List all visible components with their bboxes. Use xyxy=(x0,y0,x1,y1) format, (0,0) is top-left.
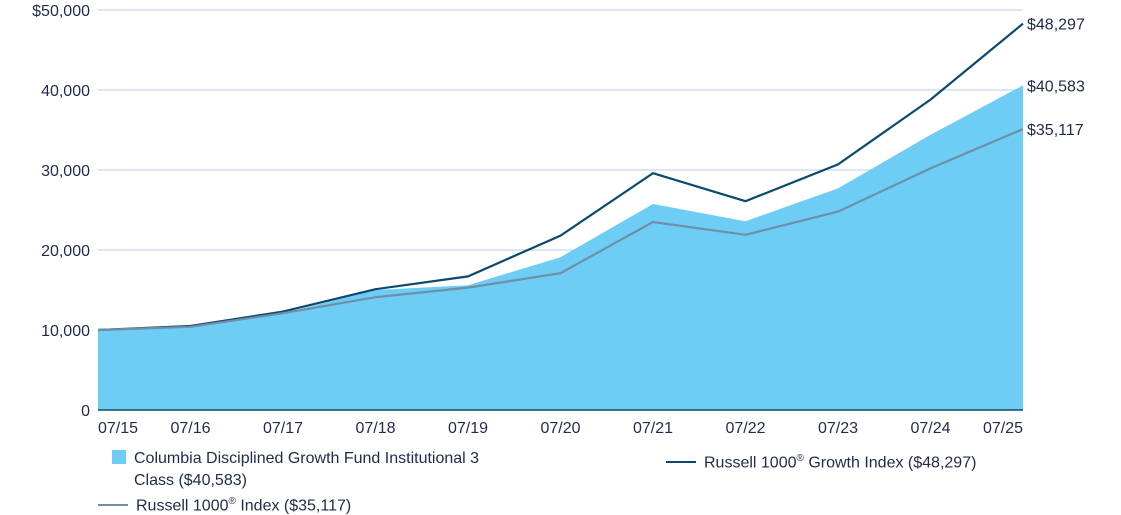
y-tick-label: 10,000 xyxy=(41,323,90,340)
x-tick-label: 07/18 xyxy=(355,420,395,437)
legend-label-index: Russell 1000 xyxy=(136,497,229,515)
registered-mark: ® xyxy=(228,496,236,507)
x-tick-label: 07/16 xyxy=(170,420,210,437)
y-tick-label: $50,000 xyxy=(32,3,90,20)
legend-label-growth-2: Growth Index ($48,297) xyxy=(803,454,977,472)
x-tick-label: 07/25 xyxy=(983,420,1023,437)
y-tick-label: 0 xyxy=(81,403,90,420)
legend-item-growth: Russell 1000® Growth Index ($48,297) xyxy=(666,448,976,474)
end-value-label: $40,583 xyxy=(1027,78,1085,95)
x-tick-label: 07/20 xyxy=(540,420,580,437)
legend-item-fund: Columbia Disciplined Growth Fund Institu… xyxy=(112,448,479,492)
x-tick-label: 07/24 xyxy=(910,420,950,437)
y-tick-label: 30,000 xyxy=(41,163,90,180)
legend-swatch-fund xyxy=(112,450,126,465)
legend-label-fund-2: Class ($40,583) xyxy=(134,472,247,489)
x-tick-label: 07/21 xyxy=(633,420,673,437)
legend-swatch-index xyxy=(98,503,128,506)
legend-swatch-growth xyxy=(666,460,696,463)
x-tick-label: 07/23 xyxy=(818,420,858,437)
y-tick-label: 20,000 xyxy=(41,243,90,260)
chart-plot: 0 10,000 20,000 30,000 40,000 $50,000 $40,583 $… xyxy=(32,3,1085,437)
end-value-label: $48,297 xyxy=(1027,17,1085,34)
x-tick-label: 07/19 xyxy=(448,420,488,437)
legend-label-growth: Russell 1000 xyxy=(704,454,797,472)
end-value-label: $35,117 xyxy=(1027,122,1084,139)
x-tick-label: 07/17 xyxy=(263,420,303,437)
line-series-1 xyxy=(97,22,1024,332)
legend-item-index: Russell 1000® Index ($35,117) xyxy=(98,491,351,515)
y-tick-label: 40,000 xyxy=(41,83,90,100)
legend-label-index-2: Index ($35,117) xyxy=(235,497,352,515)
x-tick-label: 07/22 xyxy=(725,420,765,437)
registered-mark: ® xyxy=(796,453,804,464)
line-series-2 xyxy=(97,128,1024,332)
legend-label-fund: Columbia Disciplined Growth Fund Institu… xyxy=(134,450,480,467)
area-series-fund xyxy=(98,85,1023,410)
x-tick-label: 07/15 xyxy=(98,420,138,437)
